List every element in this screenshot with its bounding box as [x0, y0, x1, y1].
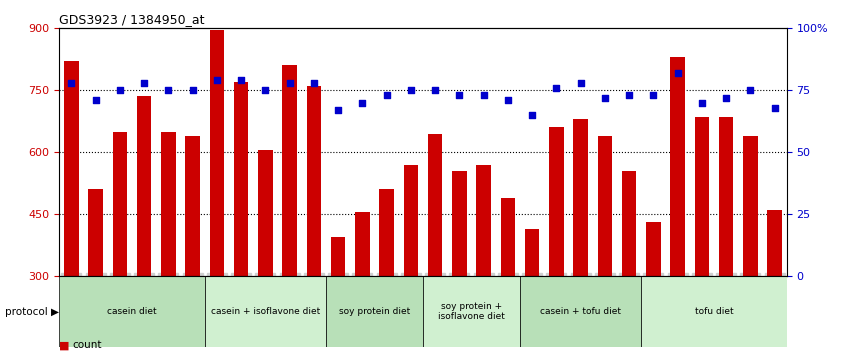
Bar: [137, 97, 151, 276]
Text: soy protein diet: soy protein diet: [339, 307, 410, 316]
Bar: [476, 165, 491, 276]
Text: casein + isoflavone diet: casein + isoflavone diet: [211, 307, 320, 316]
Point: [404, 87, 418, 93]
Text: protocol ▶: protocol ▶: [5, 307, 59, 316]
Point: [186, 87, 200, 93]
Point: [355, 100, 369, 105]
Bar: [719, 117, 733, 276]
Point: [768, 105, 782, 110]
Bar: [233, 82, 249, 276]
Bar: [767, 210, 782, 276]
Point: [283, 80, 296, 86]
Bar: [404, 165, 418, 276]
FancyBboxPatch shape: [205, 276, 326, 347]
Point: [162, 87, 175, 93]
Point: [574, 80, 587, 86]
Bar: [622, 171, 636, 276]
Point: [501, 97, 514, 103]
Point: [64, 80, 78, 86]
Text: GDS3923 / 1384950_at: GDS3923 / 1384950_at: [59, 13, 205, 26]
Point: [646, 92, 660, 98]
Point: [671, 70, 684, 76]
Point: [598, 95, 612, 101]
Point: [332, 107, 345, 113]
Bar: [501, 198, 515, 276]
Point: [137, 80, 151, 86]
Point: [89, 97, 102, 103]
Point: [380, 92, 393, 98]
Bar: [64, 61, 79, 276]
Bar: [113, 132, 127, 276]
Bar: [258, 150, 272, 276]
Bar: [695, 117, 709, 276]
Bar: [355, 212, 370, 276]
Bar: [574, 119, 588, 276]
Text: casein + tofu diet: casein + tofu diet: [540, 307, 621, 316]
FancyBboxPatch shape: [423, 276, 520, 347]
Bar: [331, 237, 345, 276]
Text: soy protein +
isoflavone diet: soy protein + isoflavone diet: [438, 302, 505, 321]
Text: tofu diet: tofu diet: [695, 307, 733, 316]
Text: casein diet: casein diet: [107, 307, 157, 316]
Bar: [428, 133, 442, 276]
Bar: [452, 171, 467, 276]
Bar: [210, 30, 224, 276]
Point: [623, 92, 636, 98]
Bar: [185, 136, 200, 276]
Point: [428, 87, 442, 93]
Bar: [549, 127, 563, 276]
Bar: [646, 222, 661, 276]
FancyBboxPatch shape: [326, 276, 423, 347]
Point: [234, 78, 248, 83]
Bar: [283, 65, 297, 276]
Point: [744, 87, 757, 93]
Point: [719, 95, 733, 101]
FancyBboxPatch shape: [59, 276, 205, 347]
Bar: [597, 136, 613, 276]
Point: [259, 87, 272, 93]
Point: [695, 100, 709, 105]
Point: [550, 85, 563, 91]
Point: [210, 78, 223, 83]
Point: [525, 112, 539, 118]
Bar: [743, 136, 758, 276]
Bar: [670, 57, 685, 276]
Point: [453, 92, 466, 98]
Bar: [379, 189, 394, 276]
Bar: [161, 132, 176, 276]
Point: [477, 92, 491, 98]
Bar: [306, 86, 321, 276]
Text: ■: ■: [59, 341, 69, 350]
Text: count: count: [72, 341, 102, 350]
Bar: [88, 189, 103, 276]
FancyBboxPatch shape: [641, 276, 787, 347]
FancyBboxPatch shape: [520, 276, 641, 347]
Bar: [525, 229, 540, 276]
Point: [307, 80, 321, 86]
Point: [113, 87, 127, 93]
